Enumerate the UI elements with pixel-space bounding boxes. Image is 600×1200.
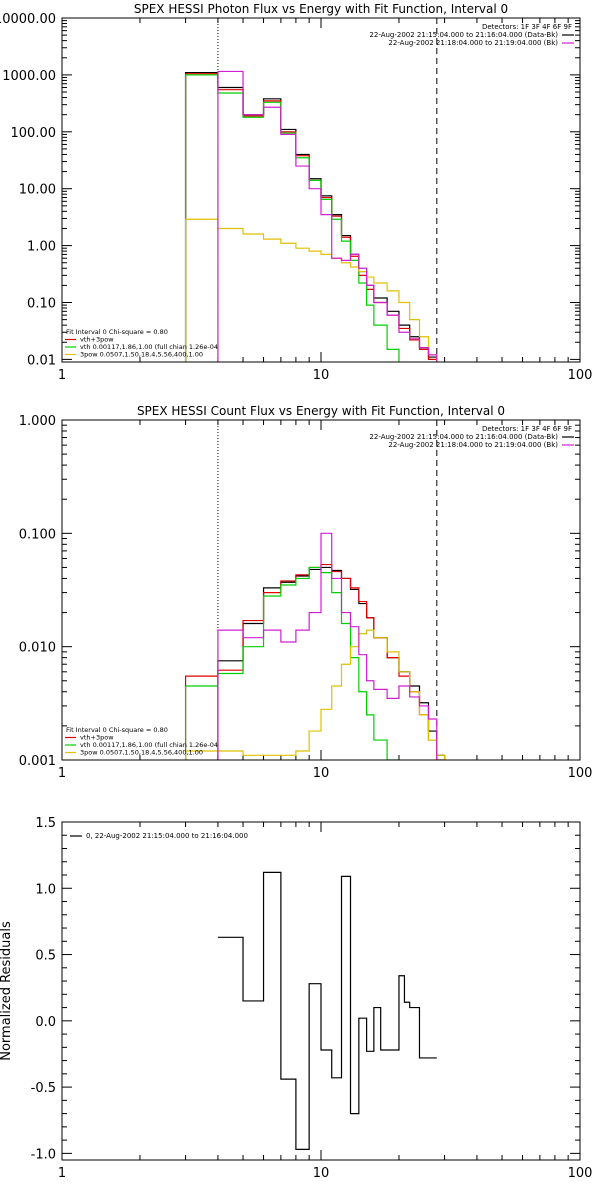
- x-tick-label: 10: [313, 368, 330, 383]
- plot-frame: [61, 17, 581, 363]
- plot-frame: [61, 821, 581, 1161]
- series-line-0: [184, 71, 438, 362]
- y-tick-label: 0.0: [35, 1015, 56, 1030]
- legend-bottom-entry: Fit Interval 0 Chi-square = 0.80: [66, 726, 168, 734]
- y-tick-label: 10000.00: [0, 12, 56, 27]
- legend-bottom-entry: 3pow 0.0507,1.50,18.4,5.56,400,1.00: [80, 351, 203, 359]
- y-axis-label: Normalized Residuals: [0, 921, 14, 1061]
- series-line-1: [184, 73, 438, 362]
- series-line-4: [217, 532, 438, 760]
- x-tick-label: 100: [568, 368, 593, 383]
- residuals-panel: Normalized Residuals 1 10 100 -1.0 -0.5 0.0 0.5…: [0, 816, 592, 1181]
- legend-top-entry: Detectors: 1F 3F 4F 6F 9F: [482, 23, 572, 31]
- y-tick-label: 0.010: [19, 641, 56, 656]
- legend-bottom-entry: vth 0.00117,1.86,1.00 (full chian 1.26e-…: [80, 343, 218, 351]
- x-tick-label: 100: [568, 766, 593, 781]
- legend-topleft-entry: 0, 22-Aug-2002 21:15:04.000 to 21:16:04.…: [86, 832, 248, 840]
- x-tick-label: 1: [58, 1166, 66, 1181]
- series-line-0: [217, 566, 446, 760]
- legend-top-entry: 22-Aug-2002 21:15:04.000 to 21:16:04.000…: [369, 433, 558, 441]
- y-tick-label: 100.00: [11, 126, 57, 141]
- legend-bottom-entry: vth 0.00117,1.86,1.00 (full chian 1.26e-…: [80, 741, 218, 749]
- count-flux-panel: SPEX HESSI Count Flux vs Energy with Fit…: [19, 404, 593, 781]
- y-tick-label: 0.5: [35, 949, 56, 964]
- y-tick-label: 0.100: [19, 527, 56, 542]
- series-line-2: [184, 74, 400, 362]
- legend-bottom-entry: vth+3pow: [80, 734, 114, 742]
- legend-bottom-entry: vth+3pow: [80, 336, 114, 344]
- x-tick-label: 10: [313, 766, 330, 781]
- series-line-0: [217, 871, 437, 1150]
- y-tick-label: 1.000: [19, 414, 56, 429]
- y-tick-label: 0.10: [27, 296, 56, 311]
- series-line-3: [184, 629, 446, 760]
- y-tick-label: 1.0: [35, 882, 56, 897]
- legend-bottom-entry: Fit Interval 0 Chi-square = 0.80: [66, 328, 168, 336]
- y-tick-label: -1.0: [31, 1147, 56, 1162]
- y-tick-label: 1.5: [35, 816, 56, 831]
- y-tick-label: 0.001: [19, 754, 56, 769]
- y-tick-label: -0.5: [31, 1081, 56, 1096]
- series-line-4: [217, 70, 438, 362]
- legend-top-entry: 22-Aug-2002 21:15:04.000 to 21:16:04.000…: [369, 31, 558, 39]
- y-tick-label: 1000.00: [2, 69, 56, 84]
- legend-top-entry: Detectors: 1F 3F 4F 6F 9F: [482, 425, 572, 433]
- x-tick-label: 10: [313, 1166, 330, 1181]
- y-tick-label: 10.00: [19, 183, 56, 198]
- plot-frame: [61, 419, 581, 761]
- x-tick-label: 100: [568, 1166, 593, 1181]
- chart-title: SPEX HESSI Count Flux vs Energy with Fit…: [137, 404, 505, 418]
- x-tick-label: 1: [58, 766, 66, 781]
- y-tick-label: 1.00: [27, 240, 56, 255]
- legend-top-entry: 22-Aug-2002 21:18:04.000 to 21:19:04.000…: [388, 39, 558, 47]
- photon-flux-panel: SPEX HESSI Photon Flux vs Energy with Fi…: [0, 2, 593, 383]
- series-line-3: [184, 218, 438, 362]
- y-tick-label: 0.01: [27, 353, 56, 368]
- x-tick-label: 1: [58, 368, 66, 383]
- legend-bottom-entry: 3pow 0.0507,1.50,18.4,5.56,400,1.00: [80, 749, 203, 757]
- legend-top-entry: 22-Aug-2002 21:18:04.000 to 21:19:04.000…: [388, 441, 558, 449]
- chart-title: SPEX HESSI Photon Flux vs Energy with Fi…: [134, 2, 508, 16]
